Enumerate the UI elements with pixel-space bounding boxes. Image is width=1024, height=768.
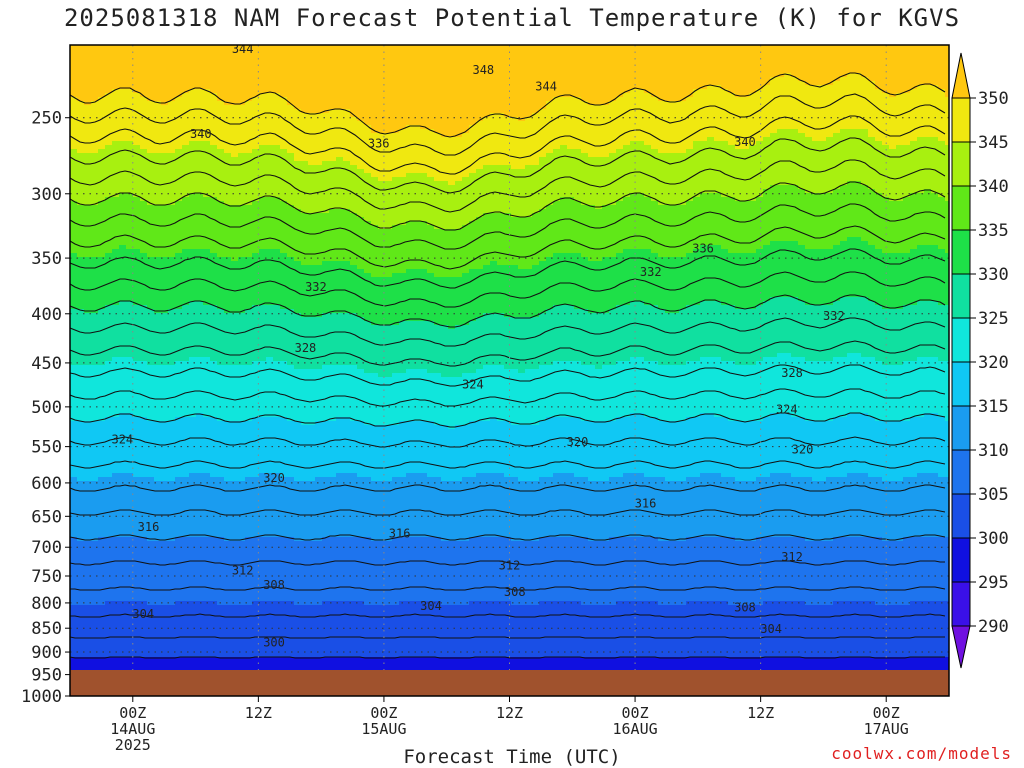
y-tick-label: 700 bbox=[31, 538, 62, 558]
colorbar-label: 340 bbox=[978, 177, 1009, 197]
colorbar-segment bbox=[952, 362, 970, 406]
ground-surface bbox=[70, 670, 949, 696]
contour-label: 316 bbox=[635, 496, 657, 510]
x-tick-label: 15AUG bbox=[361, 720, 406, 738]
contour-label: 304 bbox=[760, 622, 782, 636]
colorbar-segment bbox=[952, 406, 970, 450]
contour-label: 316 bbox=[138, 520, 160, 534]
colorbar-label: 305 bbox=[978, 485, 1009, 505]
colorbar-label: 295 bbox=[978, 573, 1009, 593]
contour-label: 312 bbox=[781, 550, 803, 564]
colorbar-label: 345 bbox=[978, 133, 1009, 153]
contour-label: 304 bbox=[420, 599, 442, 613]
contour-label: 344 bbox=[232, 42, 254, 56]
colorbar-arrow-high bbox=[952, 53, 970, 98]
colorbar-segment bbox=[952, 494, 970, 538]
y-tick-label: 500 bbox=[31, 398, 62, 418]
contour-label: 332 bbox=[305, 280, 327, 294]
contour-label: 300 bbox=[263, 636, 285, 650]
colorbar-segment bbox=[952, 538, 970, 582]
colorbar-segment bbox=[952, 274, 970, 318]
contour-label: 336 bbox=[368, 137, 390, 151]
contour-label: 348 bbox=[472, 63, 494, 77]
y-tick-label: 800 bbox=[31, 594, 62, 614]
contour-label: 340 bbox=[734, 135, 756, 149]
contour-label: 328 bbox=[295, 341, 317, 355]
x-tick-label: 12Z bbox=[747, 704, 774, 722]
colorbar-segment bbox=[952, 230, 970, 274]
contour-label: 320 bbox=[263, 471, 285, 485]
colorbar-segment bbox=[952, 98, 970, 142]
contour-label: 336 bbox=[692, 241, 714, 255]
y-axis: 250 300 350 400 450 500 550 600 650 700 750 800 850 9… bbox=[21, 109, 70, 707]
colorbar-label: 300 bbox=[978, 529, 1009, 549]
contour-label: 332 bbox=[640, 265, 662, 279]
x-tick-label: 16AUG bbox=[612, 720, 657, 738]
y-tick-label: 850 bbox=[31, 619, 62, 639]
contour-label: 340 bbox=[190, 127, 212, 141]
colorbar-label: 350 bbox=[978, 89, 1009, 109]
colorbar: 290 295 300 305 310 315 320 325 330 335 340 345 350 bbox=[952, 53, 1009, 668]
y-tick-label: 350 bbox=[31, 249, 62, 269]
y-tick-label: 650 bbox=[31, 507, 62, 527]
colorbar-segment bbox=[952, 450, 970, 494]
y-tick-label: 950 bbox=[31, 666, 62, 686]
y-tick-label: 600 bbox=[31, 474, 62, 494]
y-tick-label: 400 bbox=[31, 305, 62, 325]
contour-label: 304 bbox=[132, 607, 154, 621]
y-tick-label: 550 bbox=[31, 438, 62, 458]
contour-label: 320 bbox=[792, 443, 814, 457]
contour-label: 320 bbox=[567, 435, 589, 449]
colorbar-label: 320 bbox=[978, 353, 1009, 373]
colorbar-label: 330 bbox=[978, 265, 1009, 285]
credit-text: coolwx.com/models bbox=[831, 744, 1012, 763]
colorbar-arrow-low bbox=[952, 626, 970, 668]
contour-label: 344 bbox=[535, 80, 557, 94]
colorbar-segment bbox=[952, 186, 970, 230]
y-tick-label: 450 bbox=[31, 354, 62, 374]
y-tick-label: 300 bbox=[31, 185, 62, 205]
colorbar-label: 290 bbox=[978, 617, 1009, 637]
contour-label: 324 bbox=[776, 402, 798, 416]
x-tick-label: 12Z bbox=[496, 704, 523, 722]
y-tick-label: 250 bbox=[31, 109, 62, 129]
contour-label: 312 bbox=[499, 558, 521, 572]
contour-label: 308 bbox=[504, 585, 526, 599]
contour-label: 324 bbox=[462, 378, 484, 392]
contour-label: 332 bbox=[823, 309, 845, 323]
y-tick-label: 1000 bbox=[21, 687, 62, 707]
colorbar-label: 325 bbox=[978, 309, 1009, 329]
contour-label: 324 bbox=[111, 433, 133, 447]
y-tick-label: 900 bbox=[31, 643, 62, 663]
contour-label: 308 bbox=[734, 601, 756, 615]
contour-label: 328 bbox=[781, 366, 803, 380]
x-tick-label: 12Z bbox=[245, 704, 272, 722]
colorbar-label: 315 bbox=[978, 397, 1009, 417]
y-tick-label: 750 bbox=[31, 567, 62, 587]
contour-label: 308 bbox=[263, 578, 285, 592]
colorbar-label: 335 bbox=[978, 221, 1009, 241]
x-tick-label: 17AUG bbox=[864, 720, 909, 738]
contour-label: 316 bbox=[389, 526, 411, 540]
colorbar-segment bbox=[952, 142, 970, 186]
colorbar-label: 310 bbox=[978, 441, 1009, 461]
colorbar-segment bbox=[952, 318, 970, 362]
colorbar-segment bbox=[952, 582, 970, 626]
contour-label: 312 bbox=[232, 563, 254, 577]
